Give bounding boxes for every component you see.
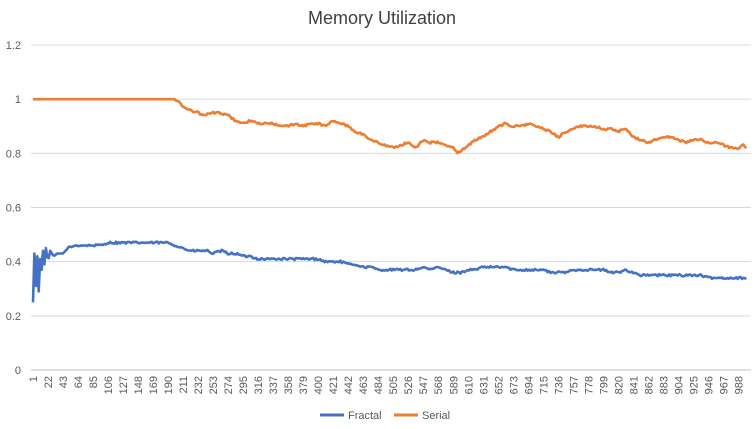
- y-tick-label: 0.6: [6, 203, 21, 215]
- y-tick-label: 1: [15, 94, 21, 106]
- x-tick-label: 43: [58, 376, 70, 388]
- x-tick-label: 631: [478, 376, 490, 394]
- legend-label-fractal: Fractal: [348, 410, 382, 422]
- x-tick-label: 295: [238, 376, 250, 394]
- x-tick-label: 148: [133, 376, 145, 394]
- x-tick-label: 736: [553, 376, 565, 394]
- x-tick-label: 421: [328, 376, 340, 394]
- y-tick-label: 0: [15, 365, 21, 377]
- series-line-serial: [33, 97, 748, 155]
- x-tick-label: 358: [283, 376, 295, 394]
- legend-label-serial: Serial: [422, 410, 450, 422]
- x-tick-label: 337: [268, 376, 280, 394]
- x-tick-label: 232: [193, 376, 205, 394]
- x-tick-label: 673: [508, 376, 520, 394]
- chart-title: Memory Utilization: [308, 8, 456, 28]
- x-tick-label: 190: [163, 376, 175, 394]
- y-tick-label: 0.2: [6, 311, 21, 323]
- x-tick-label: 862: [643, 376, 655, 394]
- x-tick-label: 85: [88, 376, 100, 388]
- x-tick-label: 568: [433, 376, 445, 394]
- x-tick-label: 379: [298, 376, 310, 394]
- x-tick-label: 169: [148, 376, 160, 394]
- x-tick-label: 694: [523, 376, 535, 394]
- x-tick-label: 610: [463, 376, 475, 394]
- y-tick-label: 0.8: [6, 148, 21, 160]
- x-tick-label: 841: [628, 376, 640, 394]
- series-lines: [31, 97, 748, 303]
- x-tick-label: 400: [313, 376, 325, 394]
- x-tick-label: 925: [688, 376, 700, 394]
- x-tick-label: 442: [343, 376, 355, 394]
- x-tick-label: 904: [673, 376, 685, 394]
- x-tick-label: 526: [403, 376, 415, 394]
- gridlines: [31, 44, 751, 371]
- x-tick-label: 799: [598, 376, 610, 394]
- x-tick-label: 505: [388, 376, 400, 394]
- y-tick-label: 1.2: [6, 40, 21, 52]
- x-tick-label: 253: [208, 376, 220, 394]
- x-tick-label: 715: [538, 376, 550, 394]
- x-tick-label: 106: [103, 376, 115, 394]
- x-tick-label: 316: [253, 376, 265, 394]
- x-tick-label: 211: [178, 376, 190, 394]
- series-line-fractal: [31, 240, 747, 303]
- x-tick-label: 484: [373, 376, 385, 394]
- x-tick-label: 652: [493, 376, 505, 394]
- x-tick-label: 127: [118, 376, 130, 394]
- x-tick-label: 988: [733, 376, 745, 394]
- x-tick-label: 589: [448, 376, 460, 394]
- x-tick-label: 967: [718, 376, 730, 394]
- x-tick-label: 547: [418, 376, 430, 394]
- x-tick-label: 22: [43, 376, 55, 388]
- x-tick-label: 883: [658, 376, 670, 394]
- x-tick-label: 463: [358, 376, 370, 394]
- x-tick-label: 778: [583, 376, 595, 394]
- x-tick-label: 274: [223, 376, 235, 394]
- x-axis-ticks: 1 22 43 64 85 106 127 148 169 190 211 232 253 274 295 3…: [28, 376, 745, 394]
- y-axis-ticks: 0 0.2 0.4 0.6 0.8 1 1.2: [6, 40, 21, 377]
- y-tick-label: 0.4: [6, 257, 21, 269]
- x-tick-label: 64: [73, 376, 85, 388]
- x-tick-label: 757: [568, 376, 580, 394]
- x-tick-label: 946: [703, 376, 715, 394]
- legend: Fractal Serial: [320, 410, 450, 422]
- x-tick-label: 1: [28, 376, 40, 382]
- x-tick-label: 820: [613, 376, 625, 394]
